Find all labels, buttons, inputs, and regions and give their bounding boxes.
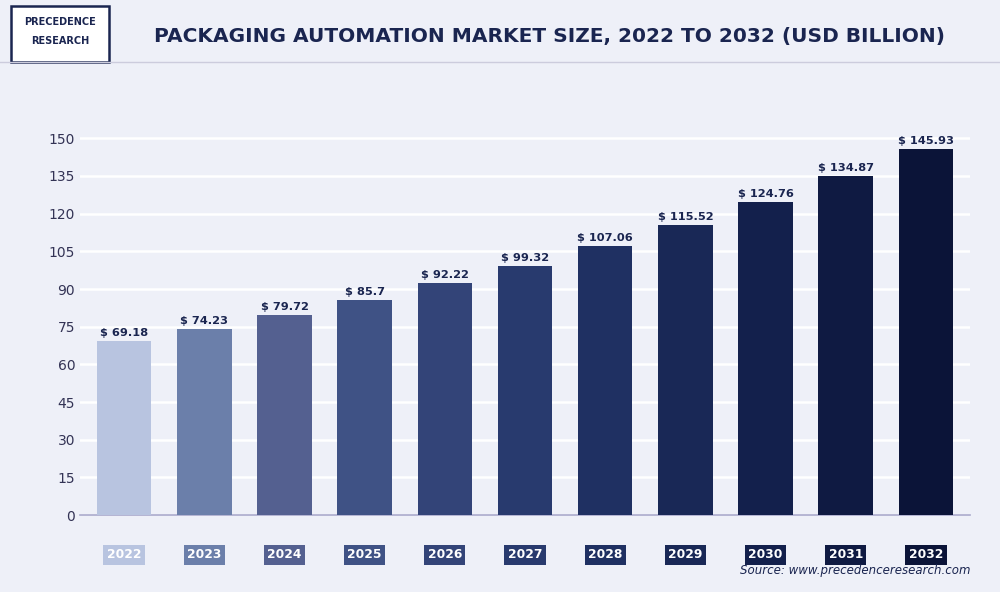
Text: $ 74.23: $ 74.23 (180, 316, 228, 326)
Bar (177, 329, 232, 515)
Text: 2029: 2029 (668, 548, 703, 561)
Text: 2031: 2031 (829, 548, 863, 561)
Text: $ 92.22: $ 92.22 (421, 271, 469, 281)
Text: 2028: 2028 (588, 548, 622, 561)
Text: $ 85.7: $ 85.7 (345, 287, 385, 297)
Bar (498, 266, 552, 515)
Bar (738, 202, 793, 515)
Bar (658, 225, 713, 515)
Bar (97, 342, 151, 515)
Text: 2027: 2027 (508, 548, 542, 561)
Text: $ 69.18: $ 69.18 (100, 329, 148, 338)
Bar (337, 300, 392, 515)
Text: RESEARCH: RESEARCH (31, 36, 89, 46)
Text: 2025: 2025 (347, 548, 382, 561)
Text: $ 107.06: $ 107.06 (577, 233, 633, 243)
Text: 2026: 2026 (428, 548, 462, 561)
Text: 2022: 2022 (107, 548, 141, 561)
Text: $ 124.76: $ 124.76 (738, 189, 793, 199)
Text: 2030: 2030 (748, 548, 783, 561)
Text: PACKAGING AUTOMATION MARKET SIZE, 2022 TO 2032 (USD BILLION): PACKAGING AUTOMATION MARKET SIZE, 2022 T… (154, 27, 946, 46)
Text: $ 145.93: $ 145.93 (898, 136, 954, 146)
Bar (418, 284, 472, 515)
Text: $ 79.72: $ 79.72 (261, 302, 308, 312)
Bar (899, 149, 953, 515)
Bar (578, 246, 632, 515)
Text: Source: www.precedenceresearch.com: Source: www.precedenceresearch.com (740, 564, 970, 577)
Bar (818, 176, 873, 515)
Text: 2032: 2032 (909, 548, 943, 561)
Text: $ 99.32: $ 99.32 (501, 253, 549, 263)
FancyBboxPatch shape (11, 7, 109, 62)
Text: PRECEDENCE: PRECEDENCE (24, 17, 96, 27)
Text: 2024: 2024 (267, 548, 302, 561)
Text: 2023: 2023 (187, 548, 221, 561)
Text: $ 134.87: $ 134.87 (818, 163, 874, 173)
Bar (257, 315, 312, 515)
Text: $ 115.52: $ 115.52 (658, 212, 713, 222)
